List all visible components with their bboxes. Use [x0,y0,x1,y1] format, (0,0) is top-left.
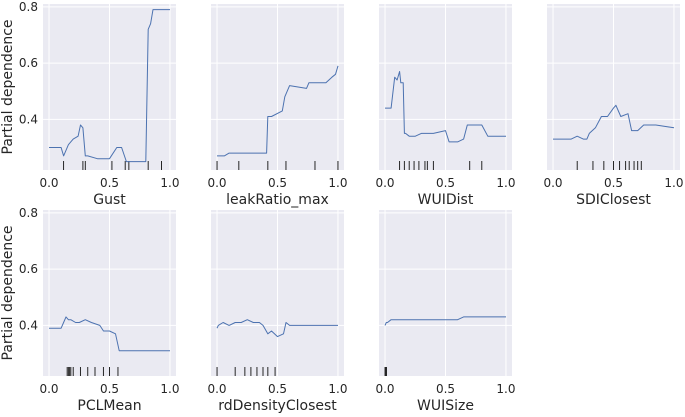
x-axis-label: leakRatio_max [226,192,329,208]
x-tick-label: 0.5 [100,382,119,396]
x-tick-label: 1.0 [160,382,179,396]
x-tick-label: 0.5 [268,176,287,190]
x-tick-label: 1.0 [664,176,683,190]
y-tick-label: 0.8 [19,206,38,220]
x-axis-label: SDIClosest [576,192,651,208]
subplot-5: 0.0 0.5 1.0 0.4 0.6 0.8 PCLMean Partial depende… [0,206,180,414]
x-tick-label: 0.5 [604,176,623,190]
x-tick-label: 0.5 [268,382,287,396]
x-tick-label: 1.0 [496,176,515,190]
y-tick-label: 0.4 [19,318,38,332]
x-axis-label: PCLMean [77,398,141,414]
x-tick-label: 1.0 [328,382,347,396]
x-tick-label: 0.0 [375,382,394,396]
x-tick-label: 0.0 [207,382,226,396]
x-tick-label: 0.0 [39,382,58,396]
y-tick-label: 0.6 [19,262,38,276]
subplot-2: 0.0 0.5 1.0 leakRatio_max [207,4,348,208]
y-tick-label: 0.4 [19,112,38,126]
y-axis-label: Partial dependence [0,225,16,360]
y-tick-label: 0.8 [19,0,38,14]
x-axis-label: rdDensityClosest [218,398,337,414]
y-tick-label: 0.6 [19,56,38,70]
pd-line [385,71,506,143]
pd-line [553,104,675,140]
subplot-3: 0.0 0.5 1.0 WUIDist [375,4,516,208]
x-tick-label: 1.0 [496,382,515,396]
pd-line [384,316,506,326]
x-axis-label: WUISize [417,398,474,414]
subplot-1: 0.0 0.5 1.0 0.4 0.6 0.8 Gust Partial dependence [0,0,180,208]
x-tick-label: 0.5 [100,176,119,190]
x-axis-label: WUIDist [418,192,474,208]
x-tick-label: 1.0 [160,176,179,190]
pd-line [217,65,339,157]
pd-line [216,319,338,338]
pd-line [49,316,170,352]
pd-line [49,9,170,163]
subplot-4: 0.0 0.5 1.0 SDIClosest [543,4,684,208]
x-axis-label: Gust [93,192,126,208]
x-tick-label: 0.0 [207,176,226,190]
x-tick-label: 0.5 [436,176,455,190]
y-axis-label: Partial dependence [0,19,16,154]
x-tick-label: 1.0 [328,176,347,190]
x-tick-label: 0.0 [543,176,562,190]
x-tick-label: 0.5 [436,382,455,396]
subplot-7: 0.0 0.5 1.0 WUISize [375,210,516,414]
x-tick-label: 0.0 [375,176,394,190]
subplot-6: 0.0 0.5 1.0 rdDensityClosest [207,210,348,414]
x-tick-label: 0.0 [39,176,58,190]
